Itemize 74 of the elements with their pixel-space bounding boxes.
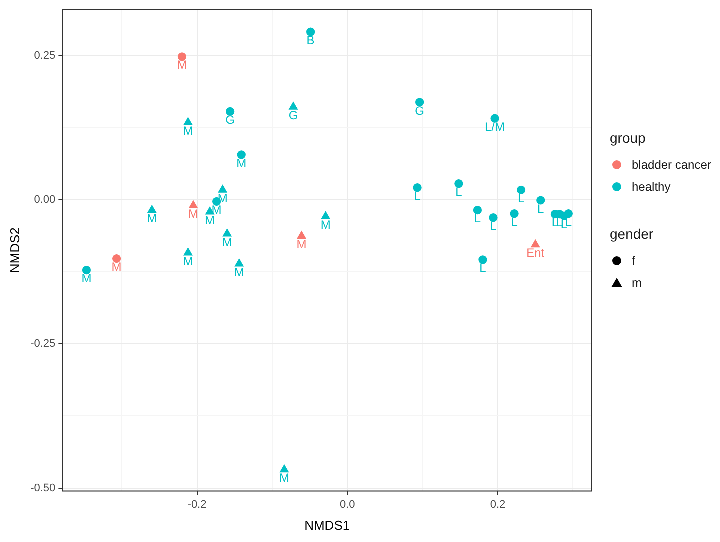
data-label: M [188,207,198,222]
data-label: M [183,254,194,268]
y-tick-label: -0.25 [30,338,56,350]
point [478,256,488,264]
x-tick-label: -0.2 [188,498,207,511]
y-tick-label: 0.00 [34,194,56,206]
point [473,206,482,215]
text: gender [610,226,655,242]
point [82,266,92,275]
data-label: L [552,216,559,230]
data-label: L [560,217,568,232]
point [289,102,298,110]
point [148,205,157,214]
legend-title: group [610,130,647,146]
data-label: L [414,189,422,204]
data-label: M [320,218,331,232]
point [218,185,228,193]
data-label: G [415,104,424,118]
data-label: M [177,58,188,72]
data-label: L [480,261,487,276]
point [306,28,316,36]
data-label: M [236,156,247,170]
data-label: M [183,124,194,138]
data-label: L [456,185,463,200]
point [184,248,193,256]
point [416,98,424,107]
y-tick-label: -0.50 [30,482,56,494]
point [517,186,526,194]
x-axis-title: NMDS1 [304,518,350,533]
legend-label: bladder cancer [632,158,712,172]
point [489,214,498,222]
data-label: M [279,471,290,486]
point [222,228,232,237]
data-label: L [490,219,498,234]
data-label: B [306,33,315,48]
data-label: M [296,238,307,252]
point [226,107,235,116]
y-axis-title: NMDS2 [7,228,22,274]
data-label: L [518,191,525,206]
point [112,254,122,264]
y-tick-label: 0.25 [34,50,56,62]
point [280,464,289,473]
data-label: M [205,213,216,228]
data-label: L/M [485,120,506,134]
point [564,209,573,218]
data-label: M [147,212,158,226]
point [531,240,540,248]
point [234,258,244,267]
point [510,209,519,218]
data-label: G [288,108,298,122]
point [189,200,198,208]
point [297,231,306,240]
point [454,179,464,188]
legend-label: healthy [632,180,671,194]
data-label: M [222,235,232,250]
point [536,196,546,205]
point [413,184,422,192]
data-label: L [474,212,482,226]
point [237,150,246,160]
point [184,118,193,126]
x-tick-label: 0.2 [490,498,506,511]
data-label: M [82,272,92,286]
data-label: M [234,265,244,280]
point [178,52,187,62]
data-label: L [511,215,518,230]
text: m [632,276,642,290]
data-label: Ent [526,246,546,260]
data-label: L [538,202,545,216]
data-label: G [226,113,236,127]
data-label: M [112,260,122,274]
text: f [632,254,636,268]
x-tick-label: 0.0 [340,498,356,511]
point [321,212,330,220]
point [490,114,500,123]
